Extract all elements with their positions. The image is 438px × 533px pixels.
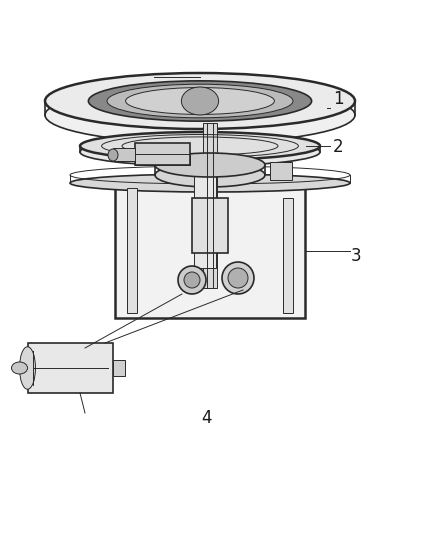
- Bar: [283, 198, 293, 313]
- Ellipse shape: [228, 268, 248, 288]
- Ellipse shape: [45, 87, 355, 143]
- Ellipse shape: [80, 132, 320, 160]
- Ellipse shape: [88, 81, 311, 121]
- Bar: [127, 188, 137, 313]
- Ellipse shape: [11, 362, 28, 374]
- Ellipse shape: [20, 347, 35, 389]
- Bar: [194, 175, 216, 268]
- Ellipse shape: [108, 149, 118, 161]
- Bar: [28, 343, 113, 393]
- Ellipse shape: [178, 266, 206, 294]
- Bar: [115, 183, 305, 318]
- Bar: [135, 154, 190, 165]
- Text: 4: 4: [201, 409, 212, 427]
- Bar: [192, 198, 228, 253]
- Ellipse shape: [126, 87, 274, 115]
- Bar: [135, 143, 190, 165]
- Ellipse shape: [184, 272, 200, 288]
- Ellipse shape: [70, 174, 350, 192]
- Bar: [113, 148, 135, 161]
- Bar: [270, 162, 292, 180]
- Bar: [113, 360, 124, 376]
- Ellipse shape: [155, 153, 265, 177]
- Ellipse shape: [181, 87, 219, 115]
- Text: 3: 3: [350, 247, 361, 265]
- Ellipse shape: [107, 84, 293, 118]
- Ellipse shape: [80, 138, 320, 166]
- Text: 1: 1: [333, 90, 343, 108]
- Ellipse shape: [45, 73, 355, 129]
- Ellipse shape: [222, 262, 254, 294]
- Text: 2: 2: [333, 138, 343, 156]
- Bar: [203, 123, 217, 288]
- Ellipse shape: [155, 163, 265, 187]
